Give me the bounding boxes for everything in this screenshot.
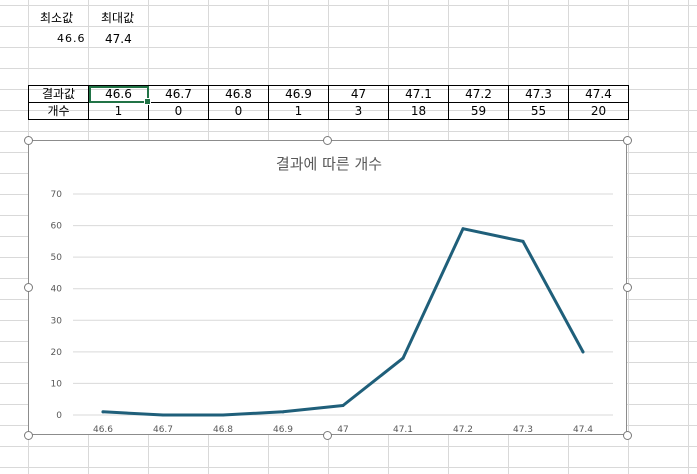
table-cell[interactable]: 47.1 — [388, 85, 449, 103]
y-tick-label[interactable]: 30 — [51, 316, 63, 326]
x-tick-labels: 46.6 46.7 46.8 46.9 47 47.1 47.2 47.3 47.4 — [93, 425, 593, 435]
x-tick-label[interactable]: 47.3 — [513, 425, 533, 435]
resize-handle-top-right[interactable] — [623, 136, 632, 145]
resize-handle-top[interactable] — [323, 136, 332, 145]
table-cell[interactable]: 47.3 — [508, 85, 569, 103]
data-point[interactable] — [461, 227, 465, 231]
x-tick-label[interactable]: 46.6 — [93, 425, 113, 435]
series-layer — [101, 227, 585, 417]
x-tick-label[interactable]: 47.1 — [393, 425, 413, 435]
counts-row: 개수 1 0 0 1 3 18 59 55 20 — [28, 102, 629, 120]
y-tick-label[interactable]: 70 — [51, 190, 63, 200]
table-cell[interactable]: 47.2 — [448, 85, 509, 103]
y-tick-label[interactable]: 40 — [51, 285, 63, 295]
table-cell[interactable]: 0 — [148, 102, 209, 120]
y-tick-label[interactable]: 0 — [56, 411, 62, 421]
x-tick-label[interactable]: 46.9 — [273, 425, 293, 435]
x-tick-label[interactable]: 47.4 — [573, 425, 593, 435]
table-cell[interactable]: 47 — [328, 85, 389, 103]
y-tick-labels: 0 10 20 30 40 50 60 70 — [51, 190, 63, 421]
data-table: 결과값 46.6 46.7 46.8 46.9 47 47.1 47.2 47.… — [28, 85, 629, 120]
data-point[interactable] — [161, 413, 165, 417]
table-cell[interactable]: 46.7 — [148, 85, 209, 103]
y-gridlines — [73, 193, 613, 416]
line-chart[interactable]: 결과에 따른 개수 0 10 20 30 40 50 60 70 46.6 46.7 46.8 46… — [28, 140, 627, 435]
data-point[interactable] — [101, 410, 105, 414]
resize-handle-top-left[interactable] — [24, 136, 33, 145]
table-cell[interactable]: 0 — [208, 102, 269, 120]
counts-row-label[interactable]: 개수 — [28, 102, 89, 120]
y-tick-label[interactable]: 10 — [51, 379, 63, 389]
x-tick-label[interactable]: 46.7 — [153, 425, 173, 435]
data-point[interactable] — [581, 350, 585, 354]
chart-title[interactable]: 결과에 따른 개수 — [276, 155, 382, 173]
resize-handle-left[interactable] — [24, 283, 33, 292]
table-cell[interactable]: 1 — [268, 102, 329, 120]
table-cell[interactable]: 1 — [88, 102, 149, 120]
x-tick-label[interactable]: 47 — [337, 425, 348, 435]
table-cell[interactable]: 47.4 — [568, 85, 629, 103]
data-point[interactable] — [281, 410, 285, 414]
table-cell[interactable]: 55 — [508, 102, 569, 120]
y-tick-label[interactable]: 60 — [51, 222, 63, 232]
min-label[interactable]: 최소값 — [40, 11, 74, 25]
data-point[interactable] — [521, 239, 525, 243]
table-cell[interactable]: 18 — [388, 102, 449, 120]
data-point[interactable] — [221, 413, 225, 417]
max-value[interactable]: 47.4 — [105, 32, 132, 46]
resize-handle-bottom-left[interactable] — [24, 431, 33, 440]
table-cell[interactable]: 46.8 — [208, 85, 269, 103]
fill-handle[interactable] — [144, 98, 151, 105]
table-cell[interactable]: 46.6 — [88, 85, 151, 105]
resize-handle-right[interactable] — [623, 283, 632, 292]
min-value[interactable]: 46.6 — [57, 32, 86, 45]
x-tick-label[interactable]: 46.8 — [213, 425, 233, 435]
table-cell[interactable]: 46.9 — [268, 85, 329, 103]
data-point[interactable] — [401, 356, 405, 360]
table-cell[interactable]: 20 — [568, 102, 629, 120]
y-tick-label[interactable]: 20 — [51, 348, 63, 358]
table-cell[interactable]: 3 — [328, 102, 389, 120]
y-tick-label[interactable]: 50 — [51, 253, 63, 263]
max-label[interactable]: 최대값 — [101, 11, 135, 25]
x-tick-label[interactable]: 47.2 — [453, 425, 473, 435]
data-point[interactable] — [341, 404, 345, 408]
table-cell[interactable]: 59 — [448, 102, 509, 120]
results-row-label[interactable]: 결과값 — [28, 85, 89, 103]
results-row: 결과값 46.6 46.7 46.8 46.9 47 47.1 47.2 47.… — [28, 85, 629, 105]
resize-handle-bottom-right[interactable] — [623, 431, 632, 440]
resize-handle-bottom[interactable] — [323, 431, 332, 440]
